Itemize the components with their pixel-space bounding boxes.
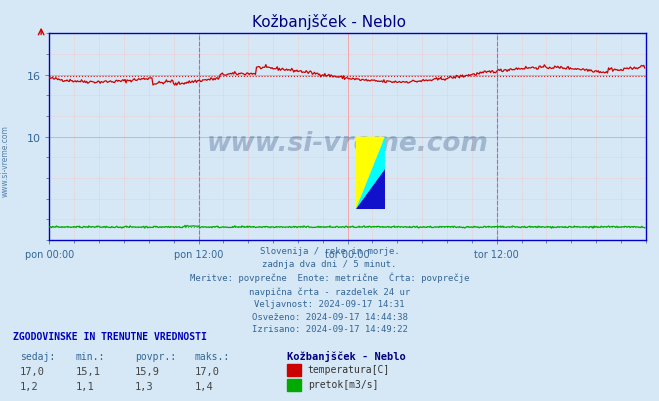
Text: 1,3: 1,3 xyxy=(135,381,154,391)
Text: ZGODOVINSKE IN TRENUTNE VREDNOSTI: ZGODOVINSKE IN TRENUTNE VREDNOSTI xyxy=(13,331,207,341)
Text: Slovenija / reke in morje.
zadnja dva dni / 5 minut.
Meritve: povprečne  Enote: : Slovenija / reke in morje. zadnja dva dn… xyxy=(190,247,469,333)
Polygon shape xyxy=(356,170,385,210)
Text: 1,1: 1,1 xyxy=(76,381,94,391)
Text: 1,4: 1,4 xyxy=(194,381,213,391)
Text: www.si-vreme.com: www.si-vreme.com xyxy=(1,125,10,196)
Text: maks.:: maks.: xyxy=(194,351,229,361)
Text: pretok[m3/s]: pretok[m3/s] xyxy=(308,379,378,389)
Text: 17,0: 17,0 xyxy=(194,366,219,376)
Text: min.:: min.: xyxy=(76,351,105,361)
Text: Kožbanjšček - Neblo: Kožbanjšček - Neblo xyxy=(287,350,405,361)
Text: Kožbanjšček - Neblo: Kožbanjšček - Neblo xyxy=(252,14,407,30)
Text: 17,0: 17,0 xyxy=(20,366,45,376)
Polygon shape xyxy=(356,137,385,210)
Text: 1,2: 1,2 xyxy=(20,381,38,391)
Text: sedaj:: sedaj: xyxy=(20,351,55,361)
Text: 15,1: 15,1 xyxy=(76,366,101,376)
Polygon shape xyxy=(356,137,385,210)
Text: povpr.:: povpr.: xyxy=(135,351,176,361)
Text: temperatura[C]: temperatura[C] xyxy=(308,364,390,374)
Text: www.si-vreme.com: www.si-vreme.com xyxy=(207,131,488,156)
Text: 15,9: 15,9 xyxy=(135,366,160,376)
